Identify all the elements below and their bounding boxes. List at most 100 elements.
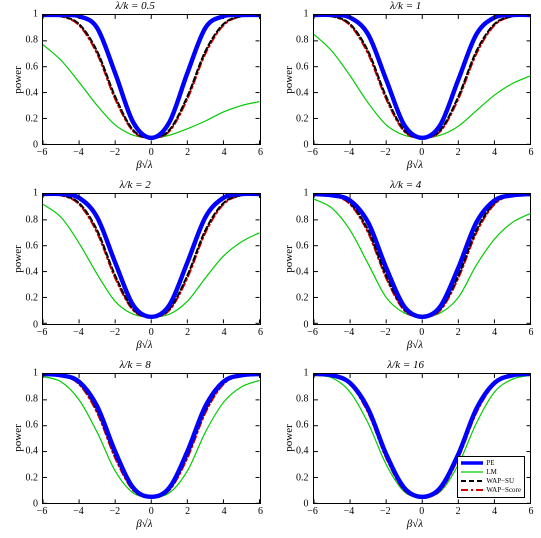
xlabel: β√λ [136, 159, 152, 171]
ytick-label: 0.2 [18, 472, 38, 483]
xtick-label: −4 [344, 506, 355, 517]
curve-WAP_SU [43, 374, 260, 497]
plot-area [313, 14, 532, 145]
curves-svg [314, 194, 531, 323]
panel-title: λ/k = 2 [0, 179, 271, 191]
xtick-label: 4 [222, 327, 227, 338]
curve-WAP_SU [43, 15, 260, 138]
xtick-label: −2 [380, 506, 391, 517]
xtick-label: −4 [73, 327, 84, 338]
ytick-label: 0.8 [289, 214, 309, 225]
panel-title: λ/k = 4 [271, 179, 541, 191]
legend-row: LM [461, 468, 521, 477]
legend-row: PE [461, 459, 521, 468]
xtick-label: −6 [307, 506, 318, 517]
curve-WAP_Score [314, 15, 531, 138]
curve-LM [43, 205, 260, 317]
curve-PE [314, 194, 531, 317]
chart-panel: λ/k = 2−6−4−2024600.20.40.60.81powerβ√λ [0, 179, 271, 358]
panel-title: λ/k = 0.5 [0, 0, 271, 12]
panel-title: λ/k = 8 [0, 359, 271, 371]
xtick-label: −6 [307, 327, 318, 338]
xtick-label: 6 [529, 147, 534, 158]
ylabel: power [12, 66, 24, 94]
ytick-label: 0.2 [289, 293, 309, 304]
curve-PE [43, 374, 260, 497]
xtick-label: 4 [222, 147, 227, 158]
legend-swatch [461, 486, 483, 494]
ytick-label: 0.8 [289, 35, 309, 46]
curves-svg [43, 194, 260, 323]
curves-svg [43, 15, 260, 144]
ytick-label: 1 [18, 188, 38, 199]
chart-panel: λ/k = 4−6−4−2024600.20.40.60.81powerβ√λ [271, 179, 541, 358]
ytick-label: 0.8 [18, 35, 38, 46]
ytick-label: 0 [18, 498, 38, 509]
curve-WAP_SU [314, 194, 531, 317]
curve-LM [314, 34, 531, 137]
xtick-label: −4 [344, 327, 355, 338]
xtick-label: −4 [73, 147, 84, 158]
xtick-label: 0 [419, 147, 424, 158]
xtick-label: 4 [492, 506, 497, 517]
panel-title: λ/k = 16 [271, 359, 541, 371]
legend-label: WAP−SU [486, 477, 514, 486]
ylabel: power [282, 425, 294, 453]
curve-WAP_Score [314, 194, 531, 317]
chart-panel: λ/k = 8−6−4−2024600.20.40.60.81powerβ√λ [0, 359, 271, 538]
panel-grid: λ/k = 0.5−6−4−2024600.20.40.60.81powerβ√… [0, 0, 541, 538]
ytick-label: 0 [289, 319, 309, 330]
xlabel: β√λ [136, 339, 152, 351]
xtick-label: −6 [307, 147, 318, 158]
legend-label: WAP−Score [486, 486, 521, 495]
curve-PE [43, 194, 260, 317]
panel-title: λ/k = 1 [271, 0, 541, 12]
xtick-label: 2 [185, 327, 190, 338]
curves-svg [43, 374, 260, 503]
ytick-label: 1 [18, 9, 38, 20]
xtick-label: −2 [380, 147, 391, 158]
curve-WAP_SU [43, 194, 260, 317]
curve-PE [43, 15, 260, 138]
xlabel: β√λ [407, 518, 423, 530]
xtick-label: −2 [110, 506, 121, 517]
xlabel: β√λ [136, 518, 152, 530]
xtick-label: −4 [73, 506, 84, 517]
xtick-label: 4 [492, 147, 497, 158]
legend: PELMWAP−SUWAP−Score [457, 456, 525, 498]
plot-area [42, 373, 261, 504]
ytick-label: 1 [289, 367, 309, 378]
ytick-label: 0 [289, 498, 309, 509]
xtick-label: 4 [492, 327, 497, 338]
xtick-label: 6 [529, 327, 534, 338]
ylabel: power [12, 425, 24, 453]
legend-swatch [461, 468, 483, 476]
curve-WAP_Score [43, 194, 260, 317]
curve-WAP_SU [314, 15, 531, 138]
plot-area [42, 193, 261, 324]
legend-row: WAP−SU [461, 477, 521, 486]
xtick-label: 0 [419, 506, 424, 517]
chart-panel: λ/k = 1−6−4−2024600.20.40.60.81powerβ√λ [271, 0, 541, 179]
curve-WAP_Score [43, 374, 260, 497]
xtick-label: 2 [185, 147, 190, 158]
xtick-label: 2 [456, 506, 461, 517]
ytick-label: 0.8 [289, 393, 309, 404]
plot-area [313, 193, 532, 324]
curve-PE [314, 15, 531, 138]
ytick-label: 0.2 [18, 114, 38, 125]
xtick-label: 6 [258, 327, 263, 338]
legend-label: PE [486, 459, 494, 468]
curve-LM [43, 376, 260, 496]
xtick-label: 0 [419, 327, 424, 338]
xtick-label: 2 [185, 506, 190, 517]
ytick-label: 0.8 [18, 214, 38, 225]
xtick-label: −4 [344, 147, 355, 158]
xtick-label: 0 [149, 506, 154, 517]
xtick-label: −6 [37, 147, 48, 158]
curve-LM [314, 200, 531, 318]
ylabel: power [282, 245, 294, 273]
xtick-label: 0 [149, 147, 154, 158]
curve-WAP_Score [43, 15, 260, 138]
xtick-label: −6 [37, 506, 48, 517]
